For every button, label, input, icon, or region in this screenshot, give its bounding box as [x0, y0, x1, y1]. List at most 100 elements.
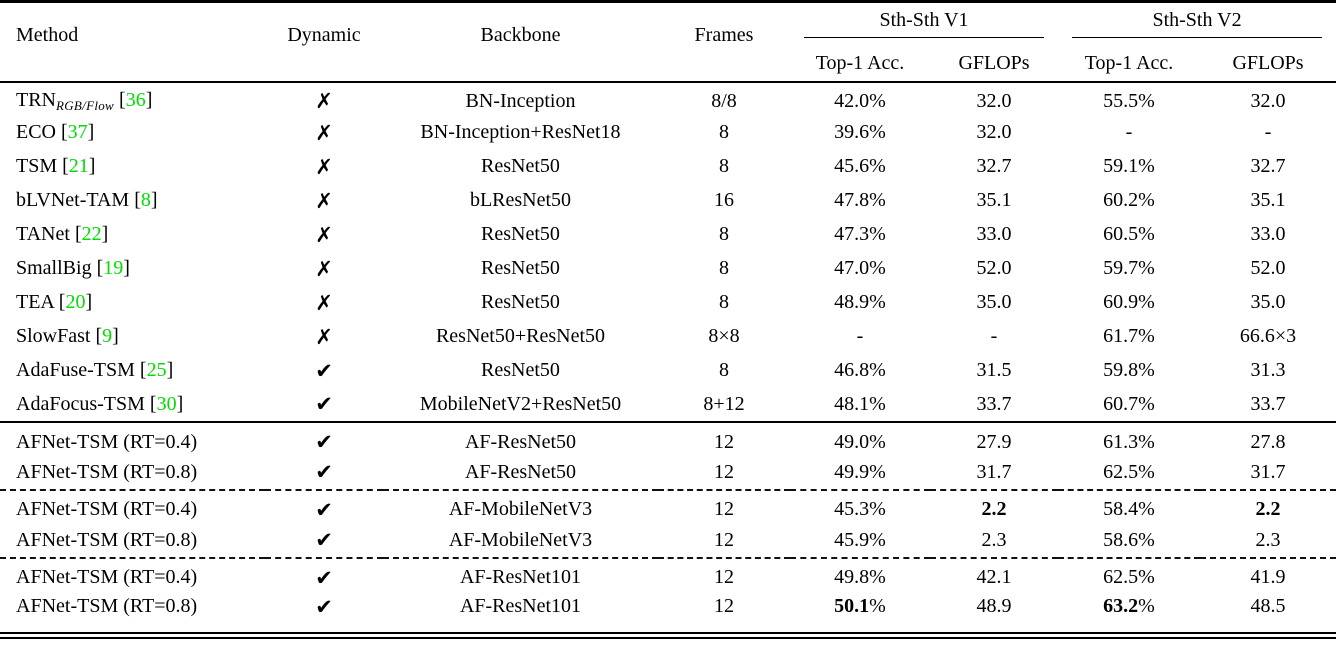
- v1-top1-acc-cell: 45.9%: [834, 528, 886, 551]
- col-group-sth-sth-v1: Sth-Sth V1: [790, 2, 1058, 46]
- method-cell: AFNet-TSM (RT=0.8): [0, 456, 265, 490]
- citation[interactable]: [22]: [69, 223, 109, 245]
- v2-top1-acc-cell: 59.1%: [1103, 155, 1155, 177]
- results-table: Method Dynamic Backbone Frames Sth-Sth V…: [0, 0, 1336, 639]
- v2-top1-acc-cell: -: [1125, 121, 1133, 143]
- backbone-cell: AF-MobileNetV3: [448, 528, 593, 551]
- method-name: AFNet-TSM (RT=0.4): [16, 430, 198, 453]
- frames-cell: 8: [719, 257, 729, 279]
- citation-number[interactable]: 37: [67, 121, 88, 143]
- col-header-frames: Frames: [694, 24, 754, 47]
- frames-cell: 8: [719, 155, 729, 177]
- method-name: AFNet-TSM (RT=0.8): [16, 460, 198, 483]
- v1-top1-acc-cell: 45.6%: [834, 155, 886, 177]
- method-cell: AFNet-TSM (RT=0.4): [0, 488, 265, 524]
- v1-gflops-cell: 31.5: [976, 359, 1012, 381]
- citation[interactable]: [19]: [91, 257, 130, 279]
- v2-gflops-cell: 35.0: [1250, 291, 1286, 313]
- v1-gflops-cell: 32.7: [976, 155, 1012, 177]
- citation-number[interactable]: 9: [102, 325, 113, 347]
- citation-number[interactable]: 21: [68, 155, 89, 177]
- v1-gflops-cell: 42.1: [930, 556, 1059, 592]
- dynamic-check-icon: ✔: [265, 556, 383, 592]
- citation-number[interactable]: 22: [81, 223, 102, 245]
- dynamic-check-icon: ✔: [315, 358, 333, 383]
- method-subscript: RGB/Flow: [56, 97, 115, 113]
- backbone-cell: ResNet50: [481, 257, 560, 279]
- col-header-dynamic: Dynamic: [287, 24, 361, 47]
- method-name: TRN: [16, 88, 56, 111]
- v1-top1-acc-cell: 48.1%: [834, 392, 886, 415]
- dynamic-cross-icon: ✗: [315, 154, 333, 179]
- citation-number[interactable]: 30: [156, 392, 177, 415]
- table-row: AFNet-TSM (RT=0.8) ✔ AF-ResNet101 12 50.1% 48…: [0, 592, 1336, 636]
- v1-gflops-cell: 2.2: [930, 488, 1059, 524]
- citation-number[interactable]: 36: [125, 88, 146, 111]
- citation[interactable]: [37]: [56, 121, 95, 143]
- v1-gflops-cell: 33.0: [976, 223, 1012, 245]
- table-row: bLVNet-TAM [8] ✗ bLResNet50 16 47.8% 35.1 60.2…: [0, 184, 1336, 218]
- v2-gflops-cell: 66.6×3: [1239, 325, 1297, 347]
- col-header-v2-top1-acc: Top-1 Acc.: [1084, 51, 1174, 74]
- dynamic-cross-icon: ✗: [315, 222, 333, 247]
- citation-number[interactable]: 8: [140, 189, 151, 211]
- col-header-v1-top1-acc: Top-1 Acc.: [815, 51, 905, 74]
- v2-gflops-cell: 33.0: [1250, 223, 1286, 245]
- backbone-cell: ResNet50: [481, 155, 560, 177]
- method-cell: AdaFocus-TSM [30]: [0, 388, 265, 422]
- method-cell: AFNet-TSM (RT=0.4): [0, 556, 265, 592]
- v2-gflops-cell: -: [1264, 121, 1272, 143]
- v2-top1-acc-cell: 61.7%: [1103, 325, 1155, 347]
- method-cell: AFNet-TSM (RT=0.8): [0, 524, 265, 558]
- dynamic-cross-icon: ✗: [315, 290, 333, 315]
- v2-gflops-cell: 35.1: [1250, 189, 1286, 211]
- method-name: AdaFocus-TSM: [16, 392, 145, 415]
- v2-gflops-cell: 2.3: [1255, 528, 1281, 551]
- citation[interactable]: [36]: [114, 88, 153, 111]
- method-name: AFNet-TSM (RT=0.4): [16, 566, 198, 588]
- method-cell: SlowFast [9]: [0, 320, 265, 354]
- backbone-cell: AF-MobileNetV3: [383, 488, 658, 524]
- dynamic-cross-icon: ✗: [315, 324, 333, 349]
- v2-top1-acc-cell: 60.5%: [1103, 223, 1155, 245]
- v1-top1-acc-cell: 49.8%: [790, 556, 930, 592]
- header-row-metrics: Top-1 Acc. GFLOPs Top-1 Acc. GFLOPs: [0, 46, 1336, 82]
- v1-top1-acc-cell: 48.9%: [834, 291, 886, 313]
- method-name: TSM: [16, 155, 58, 177]
- citation[interactable]: [30]: [144, 392, 184, 415]
- dynamic-check-icon: ✔: [265, 420, 383, 456]
- v1-top1-acc-cell: 45.3%: [790, 488, 930, 524]
- method-cell: bLVNet-TAM [8]: [0, 184, 265, 218]
- v2-top1-acc-cell: 62.5%: [1058, 556, 1201, 592]
- frames-cell: 16: [714, 189, 734, 211]
- backbone-cell: AF-ResNet101: [459, 595, 582, 618]
- v2-top1-acc-cell: 58.4%: [1058, 488, 1201, 524]
- method-cell: TANet [22]: [0, 218, 265, 252]
- v2-top1-acc-cell: 63.2%: [1103, 595, 1155, 618]
- backbone-cell: ResNet50: [481, 223, 560, 245]
- frames-cell: 8: [719, 121, 729, 143]
- v1-top1-acc-cell: 42.0%: [790, 80, 930, 116]
- citation[interactable]: [25]: [134, 359, 174, 381]
- citation[interactable]: [8]: [129, 189, 158, 211]
- backbone-cell: AF-ResNet50: [383, 420, 658, 456]
- citation[interactable]: [9]: [90, 325, 119, 347]
- frames-cell: 8×8: [708, 325, 740, 347]
- citation-number[interactable]: 20: [65, 291, 86, 313]
- frames-cell: 8: [719, 359, 729, 381]
- frames-cell: 12: [658, 488, 790, 524]
- frames-cell: 12: [658, 420, 790, 456]
- table-row: AFNet-TSM (RT=0.4) ✔ AF-ResNet101 12 49.8% 42…: [0, 556, 1336, 592]
- citation-number[interactable]: 25: [146, 359, 167, 381]
- col-header-backbone: Backbone: [480, 24, 561, 47]
- paper-table-figure: Method Dynamic Backbone Frames Sth-Sth V…: [0, 0, 1336, 639]
- v2-gflops-cell: 32.7: [1250, 155, 1286, 177]
- backbone-cell: AF-ResNet101: [383, 556, 658, 592]
- citation-number[interactable]: 19: [103, 257, 124, 279]
- dynamic-cross-icon: ✗: [265, 80, 383, 116]
- citation[interactable]: [21]: [57, 155, 96, 177]
- citation[interactable]: [20]: [53, 291, 93, 313]
- table-row: AdaFocus-TSM [30] ✔ MobileNetV2+ResNet50 8+…: [0, 388, 1336, 422]
- method-cell: TRNRGB/Flow [36]: [0, 80, 265, 116]
- col-header-method: Method: [16, 24, 79, 47]
